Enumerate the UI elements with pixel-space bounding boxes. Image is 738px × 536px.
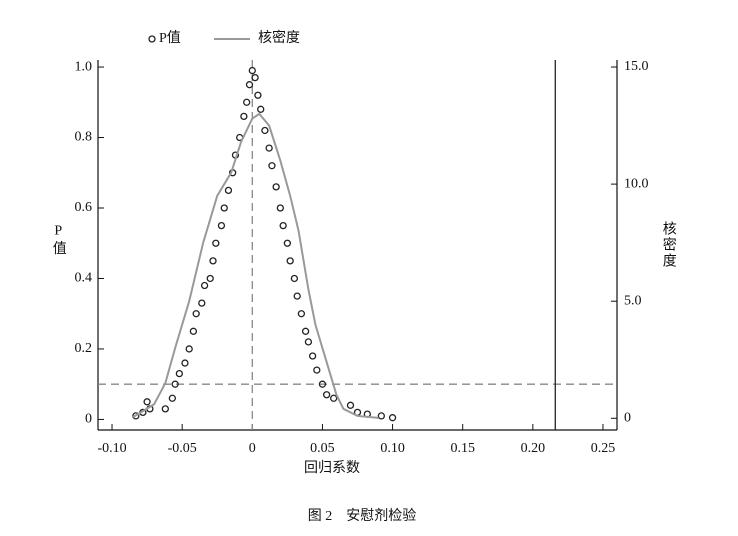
p-value-point [346,401,355,409]
p-value-point [251,73,259,82]
y-axis-label: P值 [51,224,67,257]
p-value-point [209,257,217,265]
p-value-point [189,327,198,335]
y-tick-label: 0.6 [75,200,93,215]
p-value-point [272,183,280,191]
p-value-point [206,274,214,283]
p-value-point [220,204,228,212]
p-value-point [283,239,292,247]
p-value-point [245,81,254,89]
x-tick-label: 0.10 [380,441,405,456]
p-value-point [290,274,299,283]
legend-label: P值 [159,30,181,46]
p-value-point [377,412,385,420]
y2-tick-label: 5.0 [624,293,642,308]
x-tick-label: 0.25 [591,441,616,456]
legend-label: 核密度 [258,29,300,46]
x-axis-label: 回归系数 [304,459,360,476]
p-value-point [330,394,338,402]
p-value-point [297,310,306,318]
p-value-point [257,105,265,113]
p-value-point [198,299,206,307]
y2-tick-label: 10.0 [624,176,649,191]
p-value-point [181,359,189,367]
y-tick-label: 0 [85,412,92,427]
density-line [132,112,379,419]
p-value-point [254,91,262,99]
p-value-point [301,327,310,335]
p-value-point [192,310,200,318]
p-value-point [185,345,193,353]
y2-tick-label: 15.0 [624,59,649,74]
x-tick-label: 0.05 [310,441,335,456]
p-value-point [313,366,321,374]
y-tick-label: 0.4 [75,271,93,286]
p-value-point [293,292,301,300]
p-value-point [240,112,248,121]
legend-marker [148,35,156,43]
p-value-point [212,239,220,247]
y-tick-label: 0.8 [75,130,93,145]
x-tick-label: -0.05 [168,441,197,456]
y2-axis-label: 核密度 [661,221,677,269]
p-value-point [248,66,256,75]
x-tick-label: 0.20 [521,441,546,456]
p-value-point [304,338,313,346]
p-value-point [318,380,327,388]
p-value-point [217,221,226,230]
p-value-point [265,144,273,152]
p-value-point [322,391,331,399]
y-tick-label: 0.2 [75,341,93,356]
p-value-point [268,162,276,170]
caption: 图 2 安慰剂检验 [308,507,417,524]
p-value-point [143,398,151,406]
p-value-point [132,412,140,420]
p-value-point [276,204,285,212]
p-value-point [171,380,179,388]
x-tick-label: 0 [249,441,256,456]
x-tick-label: -0.10 [97,441,126,456]
p-value-point [243,98,251,106]
p-value-point [261,126,269,135]
p-value-point [286,257,294,265]
p-value-point [308,352,317,360]
y2-tick-label: 0 [624,411,631,426]
p-value-point [279,221,287,230]
p-value-point [175,369,184,378]
p-value-point [388,414,397,422]
p-value-point [168,394,176,402]
y-tick-label: 1.0 [75,59,93,74]
p-value-point [224,186,233,195]
p-value-point [200,281,209,290]
p-value-point [161,405,169,413]
x-tick-label: 0.15 [450,441,475,456]
